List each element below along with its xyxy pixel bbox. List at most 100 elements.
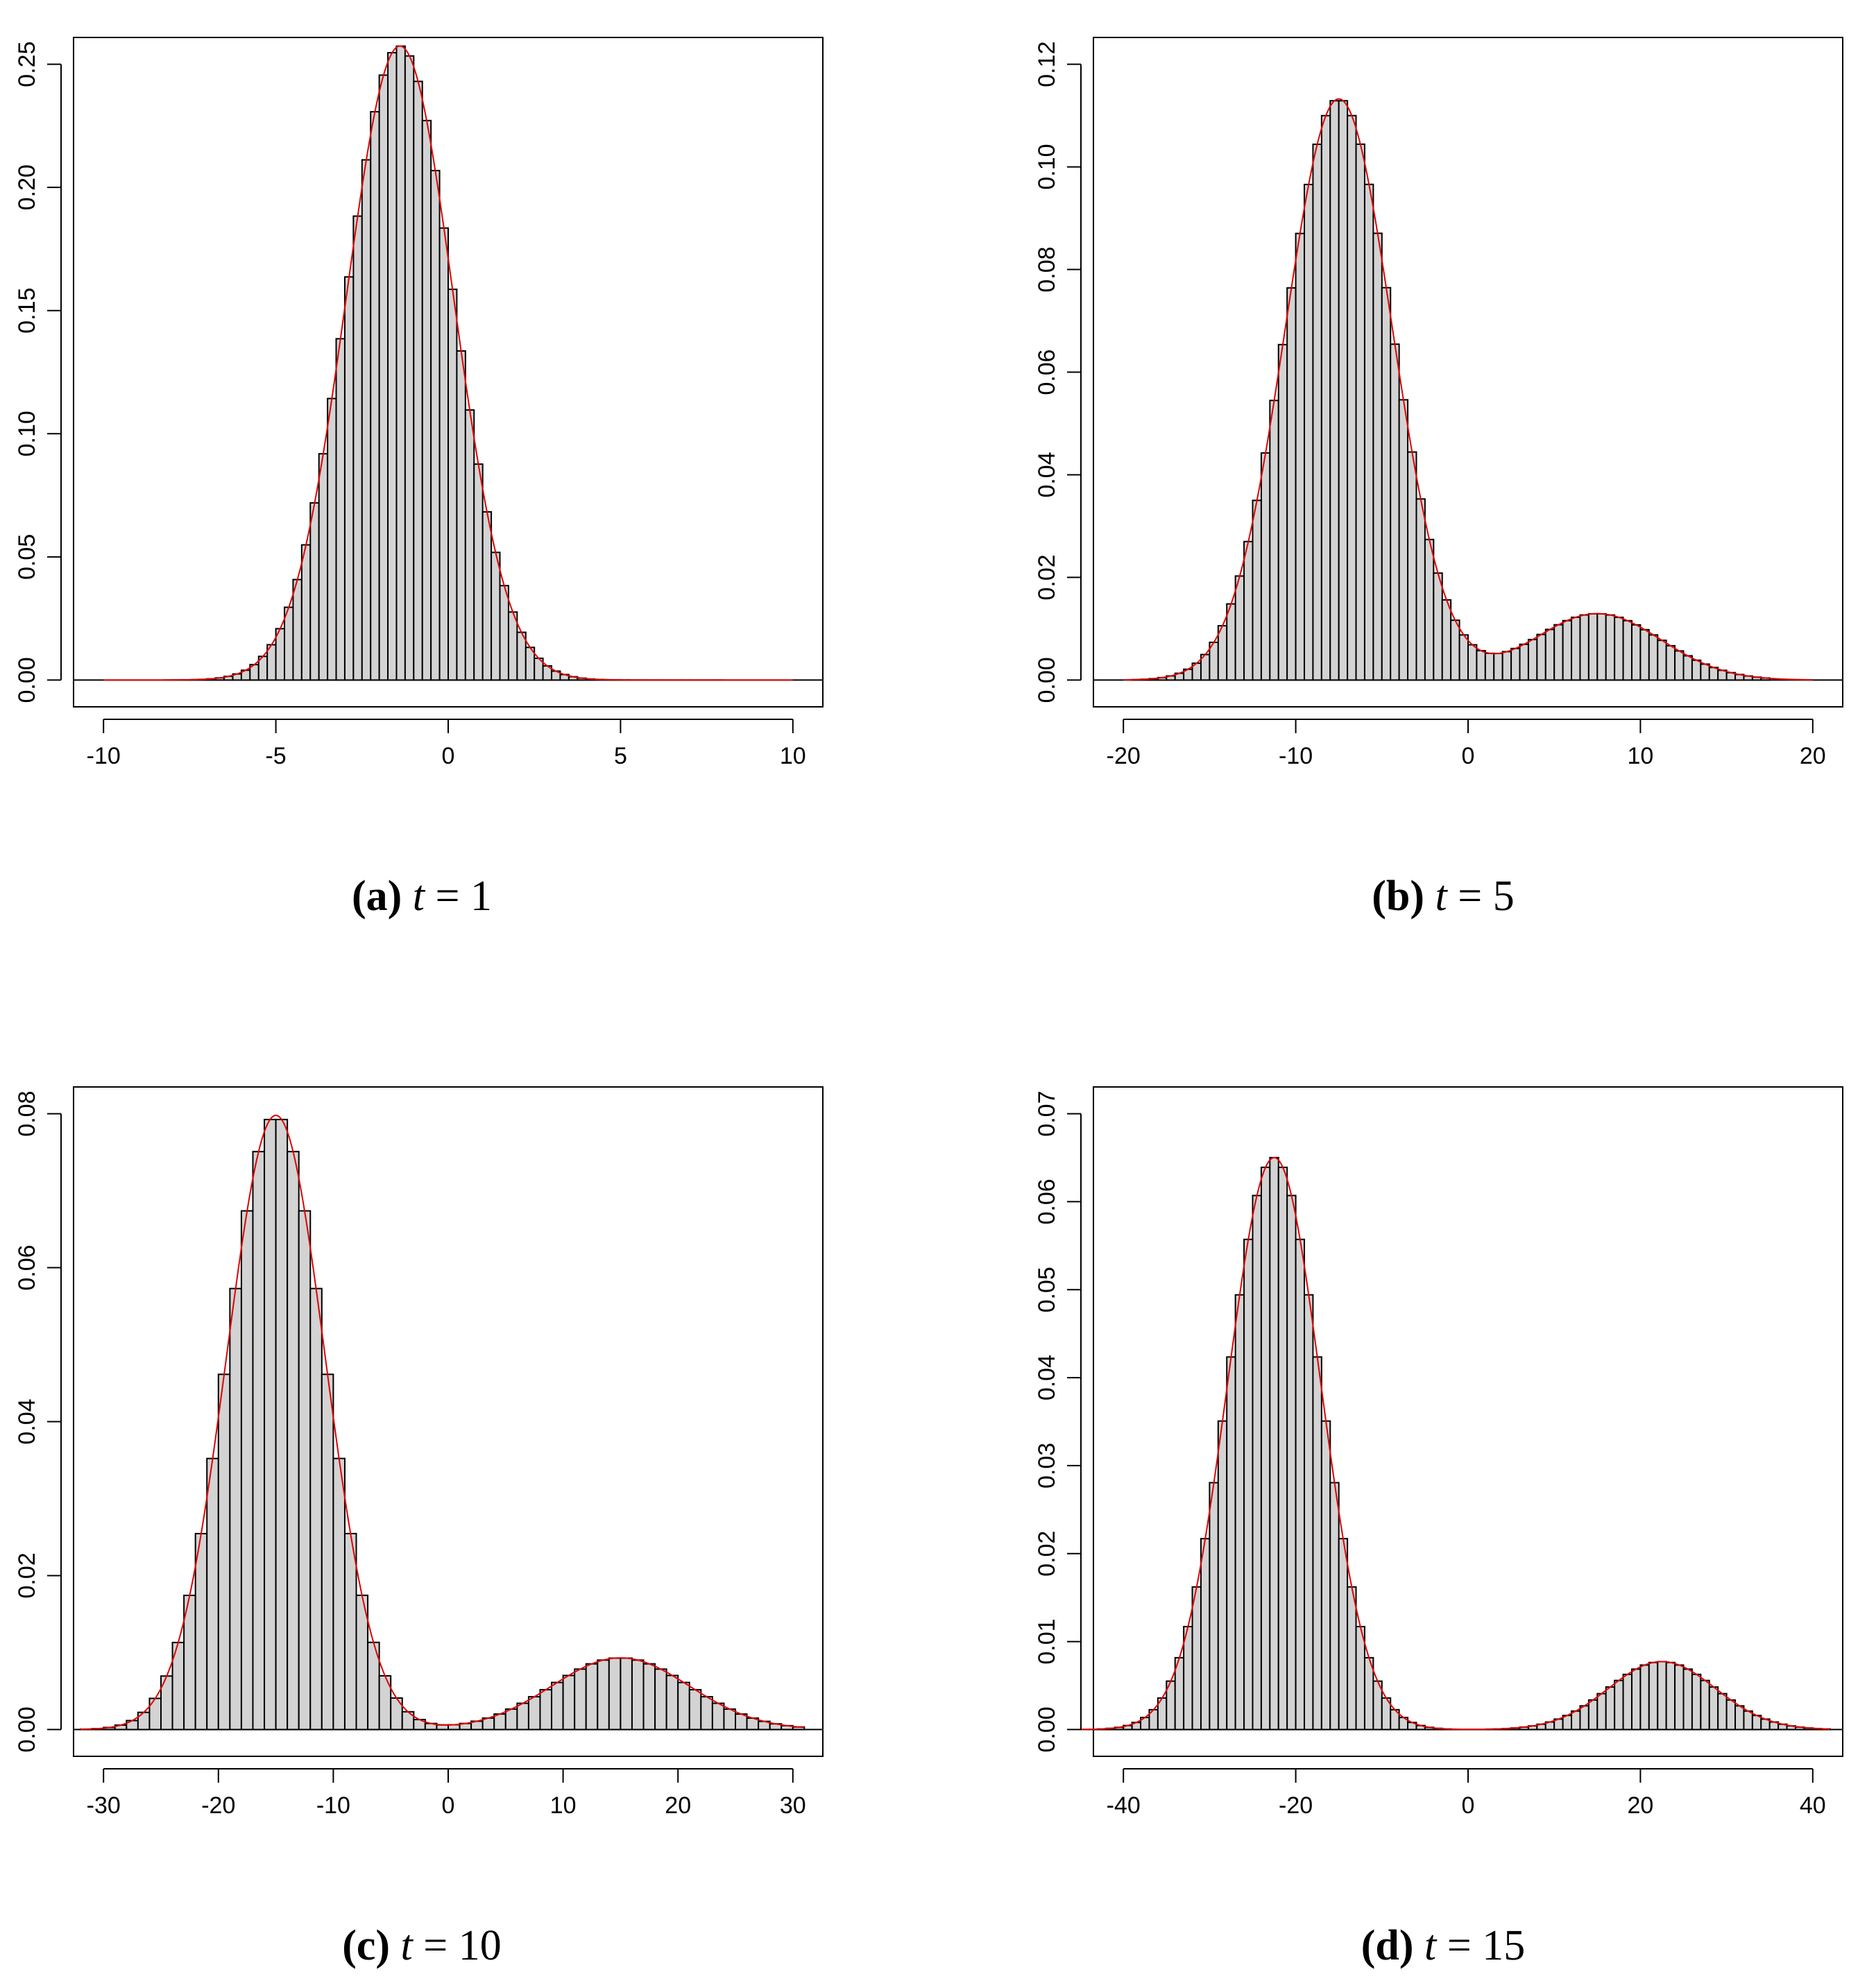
histogram-bar	[309, 502, 320, 681]
y-tick-label: 0.04	[1034, 452, 1060, 497]
histogram-bar	[1587, 1699, 1599, 1731]
density-curve	[1123, 98, 1813, 681]
histogram-bar	[395, 45, 406, 681]
histogram-bar	[631, 1659, 645, 1731]
plot-frame	[1093, 37, 1843, 708]
x-tick-label: 20	[1800, 743, 1826, 769]
caption-variable: t	[401, 1922, 414, 1969]
histogram-bar	[1700, 1679, 1710, 1731]
histogram-bar	[1544, 628, 1555, 681]
histogram-bar	[264, 1118, 277, 1731]
histogram-bar	[1562, 619, 1573, 681]
y-tick-label: 0.05	[1034, 1267, 1060, 1312]
histogram-bar	[1450, 619, 1460, 681]
histogram-bar	[343, 276, 355, 681]
histogram-bar	[608, 1657, 622, 1731]
histogram-bar	[287, 1151, 300, 1731]
x-tick-label: -20	[201, 1792, 235, 1819]
histogram-bar	[473, 463, 484, 681]
histogram-bar	[370, 111, 380, 681]
histogram-bar	[1407, 451, 1417, 681]
histogram-bar	[1691, 1673, 1702, 1731]
histogram-bar	[1657, 1661, 1667, 1731]
plot-frame	[1093, 1086, 1843, 1757]
x-tick-label: 0	[1462, 743, 1475, 769]
x-tick-label: 20	[665, 1792, 691, 1819]
x-tick-label: 30	[780, 1792, 806, 1819]
chart-panel-c: -30 -20 -10 0 10 20 30 0.00 0.02 0.04 0.06 0.08 (c) …	[14, 1086, 824, 1969]
panel-caption: (a) t = 1	[352, 873, 492, 920]
histogram-bar	[1734, 1705, 1745, 1731]
histogram-bar	[284, 606, 294, 681]
caption-label: (c)	[342, 1922, 400, 1969]
density-curve	[103, 45, 793, 681]
y-tick-label: 0.12	[1034, 42, 1060, 87]
histogram-bar	[1234, 575, 1245, 681]
histogram-bar	[1329, 1482, 1340, 1731]
histogram-bar	[456, 350, 466, 681]
x-tick-label: 5	[614, 743, 627, 769]
histogram-bar	[516, 1702, 529, 1731]
x-tick-label: 10	[550, 1792, 577, 1819]
histogram-bar	[562, 1674, 576, 1731]
histogram-bar	[1605, 614, 1616, 681]
histogram-bar	[352, 215, 363, 681]
histogram-bar	[665, 1674, 679, 1731]
plot-frame	[73, 37, 824, 708]
histogram-bar	[1243, 540, 1254, 681]
histogram-bar	[1191, 1586, 1202, 1731]
histogram-bar	[1708, 667, 1719, 681]
y-tick-label: 0.07	[1034, 1091, 1060, 1137]
histogram-bar	[430, 169, 441, 681]
histogram-bar	[481, 511, 493, 681]
histogram-bar	[1571, 1710, 1581, 1731]
histogram-bar	[1579, 1705, 1589, 1731]
histogram-bar	[493, 1713, 506, 1731]
histogram-bar	[1596, 612, 1607, 681]
histogram-bar	[1320, 1420, 1331, 1731]
histogram-bar	[1579, 614, 1589, 681]
histogram-bar	[1260, 452, 1271, 681]
y-tick-label: 0.08	[1034, 246, 1060, 292]
histogram-bar	[1674, 650, 1685, 681]
histogram-bar	[527, 1696, 541, 1731]
caption-value: 10	[459, 1922, 502, 1969]
histogram-bar	[1484, 652, 1495, 681]
histogram-bar	[620, 1657, 633, 1731]
y-tick-label: 0.20	[14, 164, 40, 210]
caption-equals: =	[1447, 873, 1493, 920]
histogram-bar	[421, 119, 432, 681]
x-tick-label: 0	[442, 743, 455, 769]
y-tick-label: 0.25	[14, 42, 40, 87]
y-tick-label: 0.02	[1034, 554, 1060, 600]
histogram-bar	[1433, 572, 1443, 681]
histogram-bar	[723, 1708, 736, 1731]
x-tick-label: 0	[1462, 1792, 1475, 1819]
histogram-bar	[1622, 619, 1632, 681]
caption-value: 5	[1493, 873, 1515, 920]
panel-caption: (d) t = 15	[1361, 1922, 1525, 1969]
histogram-bar	[1682, 1668, 1693, 1731]
histogram-bar	[711, 1702, 725, 1731]
histogram-bar	[1674, 1664, 1685, 1731]
histogram-bar	[1691, 659, 1702, 681]
caption-variable: t	[1435, 873, 1449, 920]
x-tick-label: 20	[1627, 1792, 1653, 1819]
caption-label: (a)	[352, 873, 413, 920]
histogram-bar	[700, 1696, 713, 1731]
y-tick-label: 0.04	[14, 1398, 40, 1444]
y-tick-label: 0.00	[14, 1706, 40, 1752]
histogram-bar	[1630, 1668, 1642, 1731]
histogram-bar	[321, 1373, 334, 1731]
histogram-bar	[1630, 624, 1642, 681]
y-tick-label: 0.03	[1034, 1443, 1060, 1489]
histogram-bar	[1415, 498, 1426, 681]
histogram-bar	[642, 1663, 656, 1731]
histogram-bar	[1717, 1693, 1728, 1731]
histogram-bar	[1234, 1294, 1245, 1731]
histogram-bar	[1295, 232, 1306, 681]
histogram-bar	[1458, 634, 1469, 681]
x-tick-label: -20	[1279, 1792, 1313, 1819]
histogram-bar	[413, 80, 423, 681]
caption-value: 1	[470, 873, 492, 920]
